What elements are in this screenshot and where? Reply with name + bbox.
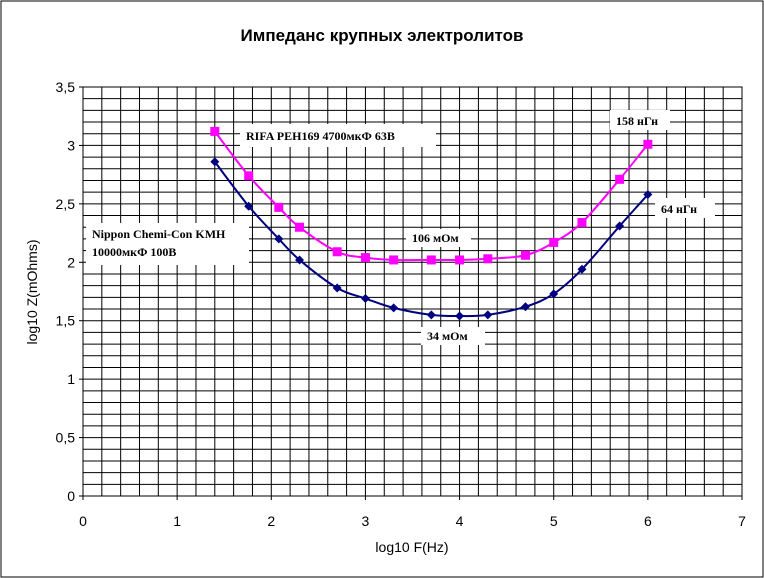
annotation-l-rifa: 158 нГн [610, 110, 670, 130]
annotation-l-nippon-box [655, 198, 715, 218]
annotation-r-nippon: 34 мОм [421, 327, 485, 345]
x-tick-label: 2 [267, 513, 275, 529]
annotation-l-nippon-text: 64 нГн [661, 202, 697, 216]
series-point-diamond [520, 302, 530, 312]
series-point-diamond [549, 289, 559, 299]
annotation-nippon-line2: 10000мкФ 100В [92, 245, 176, 259]
annotation-l-rifa-text: 158 нГн [616, 114, 658, 128]
annotation-nippon-box [86, 223, 249, 265]
y-tick-label: 1,5 [56, 313, 76, 329]
y-tick-label: 3 [67, 137, 75, 153]
annotation-r-rifa-text: 106 мОм [412, 231, 459, 245]
series-point-square [520, 250, 530, 260]
series-point-square [483, 254, 493, 264]
axes: 0 0,5 1 1,5 2 2,5 3 3,5 0 1 2 3 4 5 6 7 [56, 79, 747, 529]
y-tick-label: 0,5 [56, 430, 76, 446]
y-tick-label: 0 [67, 488, 75, 504]
annotation-r-rifa: 106 мОм [406, 229, 471, 247]
annotation-r-nippon-text: 34 мОм [427, 329, 468, 343]
series-point-diamond [360, 294, 370, 304]
series-point-square [360, 253, 370, 263]
chart-title: Импеданс крупных электролитов [241, 26, 524, 45]
series-point-square [426, 255, 436, 265]
x-tick-label: 1 [173, 513, 181, 529]
y-tick-label: 2 [67, 254, 75, 270]
series-point-square [210, 126, 220, 136]
y-axis-label: log10 Z(mOhms) [24, 239, 40, 344]
annotation-r-nippon-box [421, 327, 485, 345]
annotation-rifa: RIFA PEH169 4700мкФ 63В [240, 124, 436, 147]
series-point-diamond [332, 283, 342, 293]
series-point-diamond [615, 221, 625, 231]
y-tick-label: 3,5 [56, 79, 76, 95]
series-point-square [244, 171, 254, 181]
series-point-diamond [389, 303, 399, 313]
y-tick-label: 2,5 [56, 196, 76, 212]
series-point-diamond [295, 255, 305, 265]
series-point-diamond [210, 157, 220, 167]
series-point-square [643, 139, 653, 149]
series-point-square [274, 202, 284, 212]
annotation-l-nippon: 64 нГн [655, 198, 715, 218]
annotation-nippon: Nippon Chemi-Con KMH 10000мкФ 100В [86, 223, 249, 265]
series-point-square [549, 237, 559, 247]
series-point-square [455, 255, 465, 265]
x-tick-label: 4 [456, 513, 464, 529]
x-tick-label: 0 [79, 513, 87, 529]
x-tick-label: 7 [738, 513, 746, 529]
x-axis-label: log10 F(Hz) [375, 539, 448, 555]
series-point-diamond [577, 264, 587, 274]
annotation-rifa-box [240, 124, 436, 147]
series-point-square [295, 222, 305, 232]
y-tick-label: 1 [67, 371, 75, 387]
series-point-square [615, 174, 625, 184]
series-point-square [389, 255, 399, 265]
series-point-diamond [483, 310, 493, 320]
x-tick-label: 3 [362, 513, 370, 529]
series-point-diamond [643, 190, 653, 200]
series-point-diamond [455, 311, 465, 321]
series-point-square [577, 218, 587, 228]
annotation-r-rifa-box [406, 229, 471, 247]
x-tick-label: 6 [644, 513, 652, 529]
series-point-diamond [426, 310, 436, 320]
series-point-diamond [244, 201, 254, 211]
plot-area [82, 86, 743, 497]
series-layer [210, 126, 653, 321]
series-point-diamond [274, 234, 284, 244]
annotation-nippon-line1: Nippon Chemi-Con KMH [92, 227, 226, 241]
annotation-l-rifa-box [610, 110, 670, 130]
annotation-rifa-text: RIFA PEH169 4700мкФ 63В [246, 129, 395, 143]
series-point-square [332, 247, 342, 257]
x-tick-label: 5 [550, 513, 558, 529]
